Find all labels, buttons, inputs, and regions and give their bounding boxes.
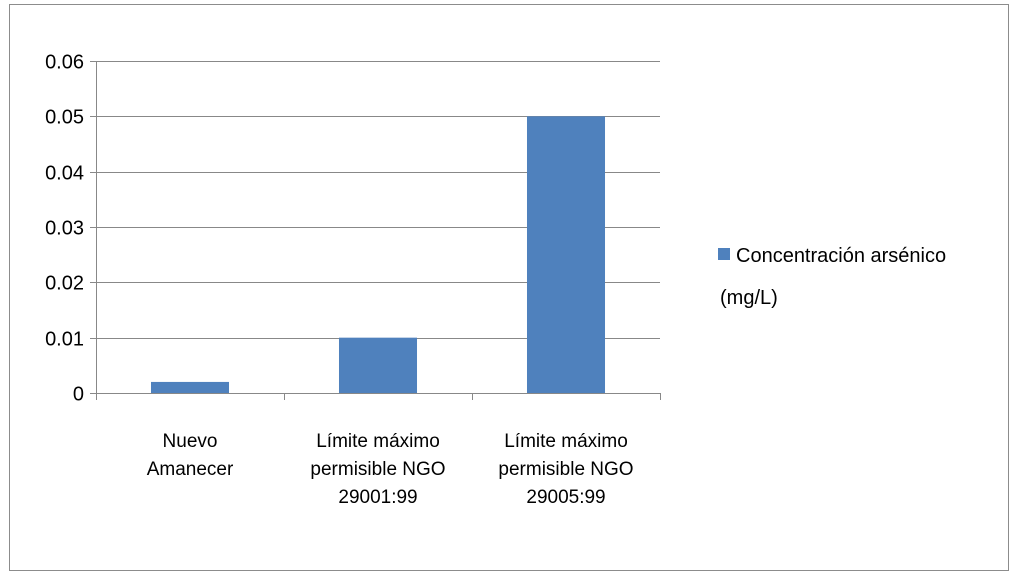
- legend-swatch: [718, 248, 730, 260]
- y-tick-labels: 0 0.01 0.02 0.03 0.04 0.05 0.06: [45, 52, 84, 406]
- axes: [90, 61, 661, 400]
- legend: Concentración arsénico (mg/L): [718, 245, 946, 309]
- legend-label: Concentración arsénico (mg/L): [720, 245, 946, 309]
- chart-frame: [9, 4, 1009, 571]
- y-tick-label: 0.05: [45, 107, 84, 129]
- category-labels: Nuevo Amanecer Límite máximo permisible NGO…: [147, 431, 634, 508]
- y-tick-label: 0.02: [45, 273, 84, 295]
- category-label: Nuevo Amanecer: [147, 431, 234, 480]
- bar: [150, 381, 230, 393]
- bars: [150, 116, 606, 393]
- y-tick-label: 0: [73, 384, 84, 406]
- y-tick-label: 0.06: [45, 52, 84, 74]
- y-tick-label: 0.04: [45, 163, 84, 185]
- bar: [338, 337, 418, 393]
- y-tick-label: 0.01: [45, 329, 84, 351]
- category-label: Límite máximo permisible NGO 29001:99: [310, 431, 445, 508]
- y-tick-label: 0.03: [45, 218, 84, 240]
- category-label: Límite máximo permisible NGO 29005:99: [498, 431, 633, 508]
- bar: [526, 116, 606, 393]
